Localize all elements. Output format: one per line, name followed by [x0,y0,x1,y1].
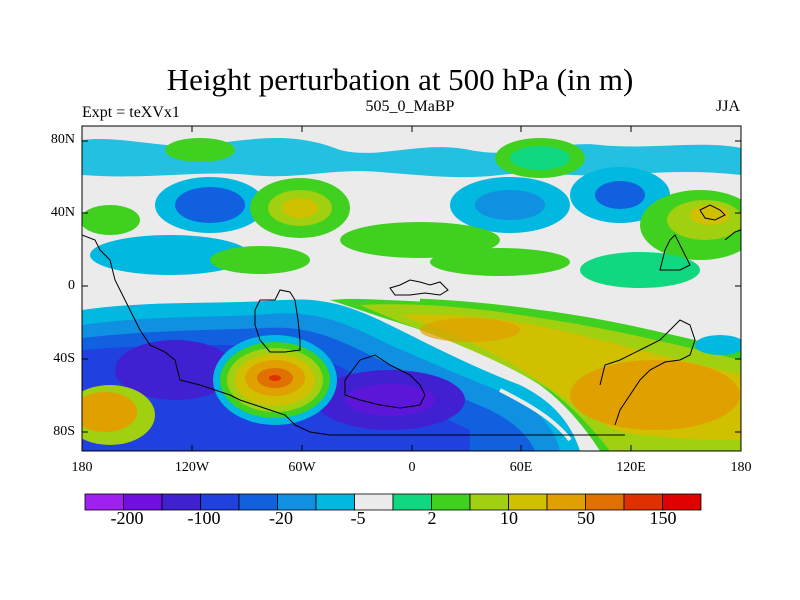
lon-label-180w: 180 [71,460,93,475]
colorbar-label: -5 [350,508,366,528]
lat-ticks [82,140,741,433]
plot-title: Height perturbation at 500 hPa (in m) [166,62,634,97]
lon-ticks [191,126,632,451]
lon-label-180e: 180 [730,460,752,475]
colorbar-label: -20 [269,508,293,528]
season-label: JJA [715,98,740,115]
colorbar-label: 150 [649,508,677,528]
lon-label-120e: 120E [616,460,646,475]
lat-label-80s: 80S [53,424,75,439]
lat-label-80n: 80N [50,132,75,147]
experiment-label: Expt = teXVx1 [82,104,180,121]
lon-label-0: 0 [408,460,416,475]
coastlines [82,204,741,436]
lon-label-120w: 120W [174,460,210,475]
colorbar [84,493,702,511]
lat-label-40s: 40S [53,351,75,366]
colorbar-label: -100 [187,508,221,528]
colorbar-label: 10 [500,508,518,528]
colorbar-label: -200 [110,508,144,528]
lon-label-60w: 60W [288,460,316,475]
colorbar-label: 50 [577,508,595,528]
case-label: 505_0_MaBP [365,98,455,115]
lat-label-0: 0 [68,278,75,293]
lon-label-60e: 60E [509,460,533,475]
colorbar-swatch [662,493,702,511]
contour-field [82,138,741,451]
lat-label-40n: 40N [50,205,75,220]
colorbar-label: 2 [427,508,437,528]
